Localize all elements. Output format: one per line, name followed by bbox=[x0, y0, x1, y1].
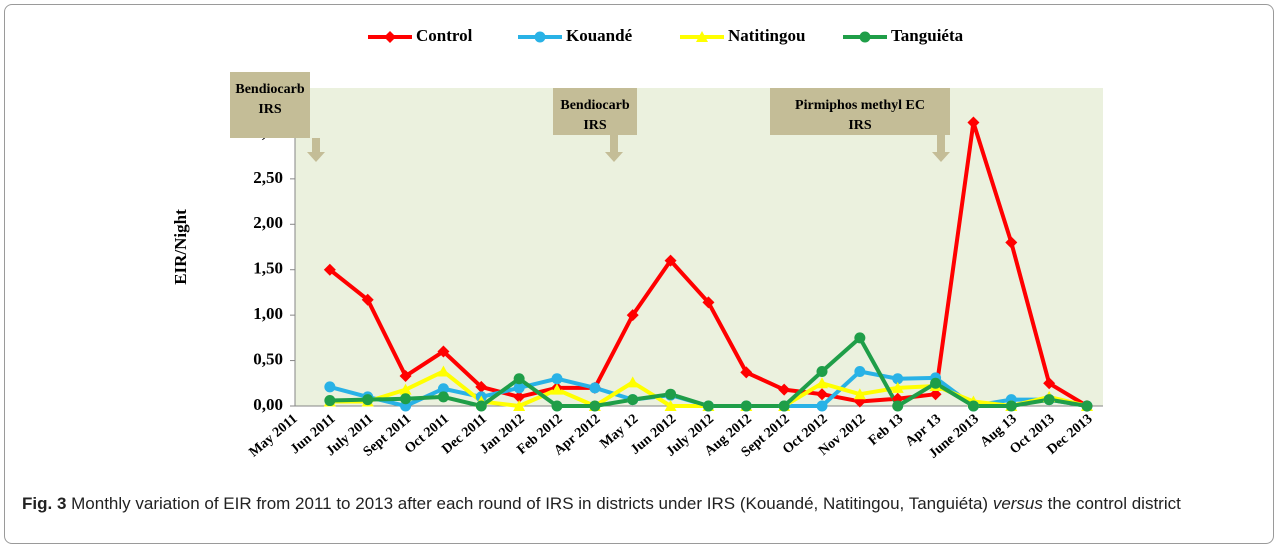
point-marker bbox=[362, 394, 374, 406]
plot-background bbox=[295, 88, 1103, 406]
x-tick-label: Feb 13 bbox=[866, 412, 906, 449]
figure-frame bbox=[4, 4, 1274, 544]
annotation-text: IRS bbox=[583, 118, 607, 133]
annotation-arrow bbox=[932, 135, 950, 162]
point-marker bbox=[1043, 394, 1055, 406]
point-marker bbox=[400, 393, 412, 405]
caption-text: Monthly variation of EIR from 2011 to 20… bbox=[71, 494, 989, 513]
point-marker bbox=[534, 31, 546, 43]
point-marker bbox=[399, 383, 412, 395]
point-marker bbox=[323, 263, 336, 276]
figure-caption: Fig. 3 Monthly variation of EIR from 201… bbox=[22, 492, 1262, 516]
annotation-text: IRS bbox=[848, 118, 872, 133]
point-marker bbox=[384, 31, 396, 43]
annotation-box bbox=[230, 72, 310, 138]
point-marker bbox=[1005, 236, 1018, 249]
point-marker bbox=[778, 383, 791, 396]
legend-label: Natitingou bbox=[728, 26, 805, 45]
point-marker bbox=[324, 381, 336, 393]
annotation-text: Bendiocarb bbox=[235, 82, 304, 97]
y-axis-label: EIR/Night bbox=[171, 209, 190, 285]
annotation-box bbox=[553, 88, 637, 135]
point-marker bbox=[664, 400, 677, 411]
point-marker bbox=[399, 370, 412, 383]
point-marker bbox=[740, 366, 753, 379]
caption-label: Fig. 3 bbox=[22, 494, 67, 513]
point-marker bbox=[816, 400, 828, 412]
annotation-arrow bbox=[307, 138, 325, 162]
point-marker bbox=[967, 116, 980, 129]
legend-label: Control bbox=[416, 26, 473, 45]
point-marker bbox=[626, 376, 639, 388]
point-marker bbox=[361, 293, 374, 306]
legend-label: Tanguiéta bbox=[891, 26, 964, 45]
annotation-text: IRS bbox=[258, 102, 282, 117]
annotation-text: Pirmiphos methyl EC bbox=[795, 98, 925, 113]
y-tick-label: 2,50 bbox=[253, 168, 283, 187]
y-tick-label: 0,00 bbox=[253, 395, 283, 414]
point-marker bbox=[1043, 377, 1056, 390]
point-marker bbox=[853, 388, 866, 400]
point-marker bbox=[854, 332, 866, 344]
point-marker bbox=[665, 388, 677, 400]
x-tick-label: May 2011 bbox=[247, 412, 301, 461]
point-marker bbox=[513, 382, 525, 394]
chart: EIR/Night 0,000,501,001,502,002,503,003,… bbox=[171, 26, 1103, 462]
annotation-arrow bbox=[605, 135, 623, 162]
caption-emphasis: versus bbox=[992, 494, 1043, 513]
point-marker bbox=[324, 395, 336, 407]
point-marker bbox=[589, 382, 601, 394]
point-marker bbox=[551, 373, 563, 385]
point-marker bbox=[475, 400, 487, 412]
point-marker bbox=[892, 373, 904, 385]
point-marker bbox=[437, 391, 449, 403]
point-marker bbox=[778, 400, 790, 412]
point-marker bbox=[702, 400, 714, 412]
legend-label: Kouandé bbox=[566, 26, 633, 45]
point-marker bbox=[891, 381, 904, 393]
point-marker bbox=[1081, 400, 1093, 412]
point-marker bbox=[551, 400, 563, 412]
point-marker bbox=[513, 390, 526, 403]
point-marker bbox=[740, 400, 752, 412]
point-marker bbox=[513, 373, 525, 385]
point-marker bbox=[1005, 400, 1017, 412]
point-marker bbox=[929, 388, 942, 401]
point-marker bbox=[475, 380, 488, 393]
y-tick-label: 1,00 bbox=[253, 304, 283, 323]
point-marker bbox=[626, 309, 639, 322]
point-marker bbox=[437, 365, 450, 377]
point-marker bbox=[437, 345, 450, 358]
caption-text-end: the control district bbox=[1047, 494, 1181, 513]
y-tick-label: 0,50 bbox=[253, 349, 283, 368]
y-tick-label: 2,00 bbox=[253, 213, 283, 232]
point-marker bbox=[702, 296, 715, 309]
point-marker bbox=[696, 31, 708, 42]
point-marker bbox=[967, 400, 979, 412]
point-marker bbox=[664, 254, 677, 267]
point-marker bbox=[892, 400, 904, 412]
point-marker bbox=[859, 31, 871, 43]
point-marker bbox=[930, 377, 942, 389]
point-marker bbox=[551, 383, 563, 395]
y-tick-label: 1,50 bbox=[253, 259, 283, 278]
point-marker bbox=[816, 388, 828, 401]
point-marker bbox=[627, 394, 639, 406]
point-marker bbox=[437, 383, 449, 395]
annotation-text: Bendiocarb bbox=[560, 98, 629, 113]
point-marker bbox=[589, 400, 601, 412]
annotation-box bbox=[770, 88, 950, 135]
point-marker bbox=[816, 365, 828, 377]
point-marker bbox=[513, 400, 526, 411]
point-marker bbox=[854, 365, 866, 377]
point-marker bbox=[816, 377, 828, 389]
